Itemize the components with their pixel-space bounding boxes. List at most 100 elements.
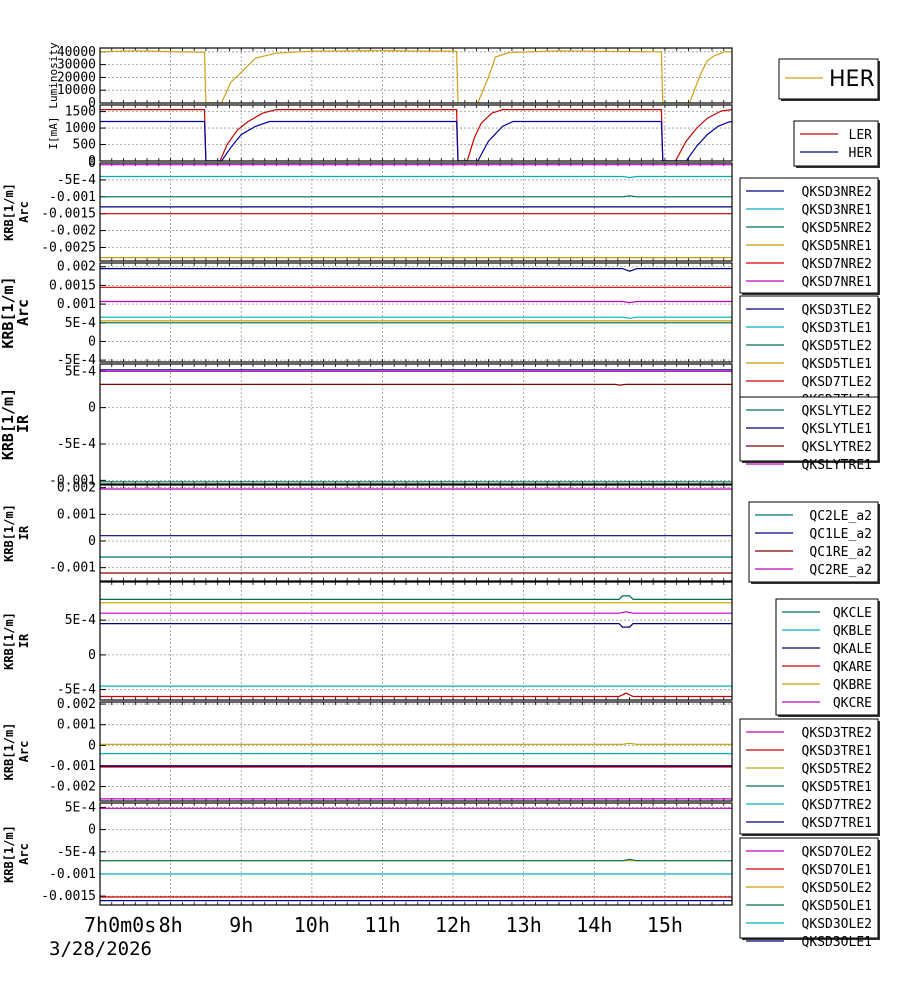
panel-frame — [99, 47, 733, 104]
legend: QKCLE QKBLE QKALE QKARE QKBRE QKCRE — [775, 598, 880, 717]
series-group — [100, 49, 732, 103]
y-tick-label: 10000 — [57, 83, 96, 98]
x-tick-label: 10h — [294, 913, 330, 937]
legend: QKSD7OLE2 QKSD7OLE1 QKSD5OLE2 QKSD5OLE1 QKSD… — [739, 837, 880, 950]
legend-entry: QKSD7TRE2 — [802, 798, 872, 813]
y-axis-title: Arc — [17, 201, 31, 223]
legend-entry: QKSD3TRE1 — [802, 744, 872, 759]
legend-entry: QKSD3OLE2 — [802, 917, 872, 932]
series-line-QKSD3NRE1 — [100, 175, 732, 179]
legend: QKSD3TLE2 QKSD3TLE1 QKSD5TLE2 QKSD5TLE1 QKSD… — [739, 295, 880, 413]
y-tick-label: 0 — [88, 334, 96, 349]
x-tick-label: 9h — [229, 913, 253, 937]
legend-entry: QKSD5NRE2 — [802, 221, 872, 236]
y-axis-title: IR — [17, 633, 31, 648]
legend-entry: QKSD3OLE1 — [802, 935, 872, 950]
legend-box — [739, 718, 879, 835]
legend-entry: HER — [849, 146, 873, 161]
legend-entry: QKSD7OLE1 — [802, 863, 872, 878]
y-tick-label: 0.001 — [57, 297, 96, 312]
series-group — [100, 164, 732, 259]
series-line-HER — [100, 120, 732, 161]
series-group — [100, 488, 732, 574]
y-tick-label: 0.001 — [57, 718, 96, 733]
legend-entry: QKSD5OLE1 — [802, 899, 872, 914]
legend-box — [778, 58, 879, 100]
y-tick-label: -0.001 — [49, 473, 96, 488]
legend-entry: QKSD3TRE2 — [802, 726, 872, 741]
legend-entry: QKSD5TLE2 — [802, 339, 872, 354]
panel-arc_ole: 5E-4 0 -5E-4 -0.001 -0.0015 KRB[1/m] Arc QKSD7O… — [2, 800, 880, 950]
legend-entry: QKSD5TRE2 — [802, 762, 872, 777]
legend: QKSD3NRE2 QKSD3NRE1 QKSD5NRE2 QKSD5NRE1 QKSD… — [739, 177, 880, 295]
x-tick-label: 11h — [364, 913, 400, 937]
panel-ir_qk: 5E-4 0 -5E-4 KRB[1/m] IR QKCLE QKBLE QKALE QKARE… — [2, 581, 880, 717]
y-tick-label: 0.002 — [57, 697, 96, 712]
series-group — [100, 268, 732, 324]
y-axis-title: IR — [17, 525, 31, 540]
y-tick-label: -0.002 — [49, 224, 96, 239]
y-tick-label: 0 — [88, 738, 96, 753]
panel-frame — [99, 162, 733, 262]
series-line-QKSLYTRE2 — [100, 383, 732, 386]
legend-entry: QKSD7OLE2 — [802, 845, 872, 860]
legend-entry: LER — [849, 128, 873, 143]
series-line-QKSD5TRE2 — [100, 742, 732, 745]
series-line-QKARE — [100, 692, 732, 698]
legend-box — [793, 120, 879, 167]
panel-frame — [99, 262, 733, 363]
legend-box — [739, 295, 879, 412]
x-tick-label: 14h — [576, 913, 612, 937]
y-tick-label: 0 — [88, 534, 96, 549]
legend-entry: QKBRE — [833, 678, 872, 693]
legend-entry: QKSLYTLE2 — [802, 404, 872, 419]
y-tick-label: 0 — [88, 154, 96, 169]
legend-entry: QKSD3NRE2 — [802, 185, 872, 200]
series-line-QKALE — [100, 622, 732, 628]
y-axis-title: KRB[1/m] — [0, 276, 17, 348]
legend: QKSLYTLE2 QKSLYTLE1 QKSLYTRE2 QKSLYTRE1 — [739, 396, 880, 473]
y-tick-label: -0.001 — [49, 759, 96, 774]
y-axis-title: KRB[1/m] — [2, 825, 16, 883]
y-tick-label: 0.002 — [57, 481, 96, 496]
legend-entry: QKSD7TRE1 — [802, 816, 872, 831]
y-tick-label: 0 — [88, 401, 96, 416]
legend-entry: QKSD3NRE1 — [802, 203, 872, 218]
panel-arc_nre: 0 -5E-4 -0.001 -0.0015 -0.002-0.0025 KRB[1/m]… — [2, 156, 880, 295]
y-axis-title: KRB[1/m] — [2, 723, 16, 781]
series-group — [100, 369, 732, 483]
legend-box — [775, 598, 879, 716]
y-tick-label: -0.001 — [49, 190, 96, 205]
panel-frame — [99, 104, 733, 162]
legend-entry: QKSD5NRE1 — [802, 239, 872, 254]
y-tick-label: -0.0015 — [41, 889, 96, 904]
y-tick-label: -5E-4 — [57, 353, 96, 368]
panel-arc_tre: 0.002 0.001 0 -0.001 -0.002 KRB[1/m] Arc QKSD3T… — [2, 697, 880, 836]
legend-entry: QKSLYTRE1 — [802, 458, 872, 473]
y-tick-label: 0 — [88, 156, 96, 171]
y-tick-label: 500 — [73, 138, 96, 153]
y-tick-label: -5E-4 — [57, 173, 96, 188]
x-tick-label: 15h — [647, 913, 683, 937]
y-tick-label: -5E-4 — [57, 683, 96, 698]
y-tick-label: 0.001 — [57, 507, 96, 522]
y-tick-label: 0.0015 — [49, 278, 96, 293]
y-tick-label: 5E-4 — [65, 364, 96, 379]
series-line-QKSD5NRE2 — [100, 195, 732, 198]
legend-entry: QC1RE_a2 — [809, 545, 872, 560]
y-tick-label: 5E-4 — [65, 316, 96, 331]
panel-ir_ly: 5E-40-5E-4-0.001KRB[1/m]IRQKSLYTLE2QKSLY… — [0, 363, 880, 488]
legend-entry: QKSD7TLE2 — [802, 375, 872, 390]
legend-entry: QKSD5TLE1 — [802, 357, 872, 372]
y-axis-title: KRB[1/m] — [2, 183, 16, 241]
y-tick-label: 20000 — [57, 70, 96, 85]
series-line-LER — [100, 108, 732, 161]
panel-frame — [99, 581, 733, 701]
y-tick-label: 1500 — [65, 105, 96, 120]
y-tick-label: 40000 — [57, 45, 96, 60]
y-axis-title: KRB[1/m] — [2, 504, 16, 562]
legend-entry: QC2LE_a2 — [809, 509, 872, 524]
legend: QC2LE_a2 QC1LE_a2 QC1RE_a2 QC2RE_a2 — [748, 501, 880, 584]
